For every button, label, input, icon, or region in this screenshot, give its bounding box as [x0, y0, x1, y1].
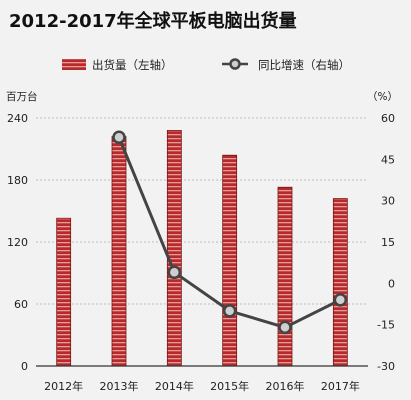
growth-point — [278, 320, 292, 335]
bar — [332, 198, 348, 367]
left-axis-title: 百万台 — [6, 90, 38, 103]
left-tick-label: 240 — [7, 112, 28, 125]
bar — [111, 136, 127, 367]
left-tick-label: 60 — [14, 298, 28, 311]
growth-line — [112, 130, 348, 335]
left-tick-label: 180 — [7, 174, 28, 187]
bars — [56, 129, 348, 367]
chart-title: 2012-2017年全球平板电脑出货量 — [9, 10, 297, 32]
category-label: 2015年 — [210, 379, 249, 393]
category-label: 2012年 — [44, 379, 83, 393]
right-tick-label: 0 — [388, 277, 395, 290]
growth-point — [333, 293, 348, 307]
growth-point — [222, 304, 237, 318]
legend-line-marker — [229, 58, 241, 70]
category-label: 2013年 — [100, 379, 139, 393]
right-axis-title: （%） — [367, 91, 398, 103]
right-tick-label: 30 — [381, 195, 395, 208]
right-tick-label: 60 — [381, 112, 395, 125]
category-label: 2014年 — [155, 379, 194, 393]
category-label: 2017年 — [321, 379, 360, 393]
legend: 出货量（左轴） 同比增速（右轴） — [62, 58, 350, 72]
right-axis-unit: % — [378, 91, 388, 103]
tick-labels: 0 60 120 180 240 -30 -15 0 15 30 45 60 2012年 2013年 201… — [7, 112, 395, 393]
category-label: 2016年 — [266, 379, 305, 393]
right-tick-label: -15 — [377, 319, 395, 332]
bar — [56, 217, 72, 367]
bar — [277, 186, 293, 367]
bar — [166, 129, 182, 367]
right-tick-label: 15 — [381, 236, 395, 249]
left-tick-label: 0 — [21, 360, 28, 373]
right-tick-label: 45 — [381, 153, 395, 166]
legend-bar-label: 出货量（左轴） — [92, 58, 173, 72]
right-tick-label: -30 — [377, 360, 395, 373]
legend-bar-swatch — [62, 59, 86, 70]
grid — [36, 117, 368, 305]
left-tick-label: 120 — [7, 236, 28, 249]
legend-line-label: 同比增速（右轴） — [258, 58, 350, 72]
growth-point — [167, 265, 182, 280]
growth-point — [112, 130, 126, 145]
bar — [222, 154, 238, 367]
